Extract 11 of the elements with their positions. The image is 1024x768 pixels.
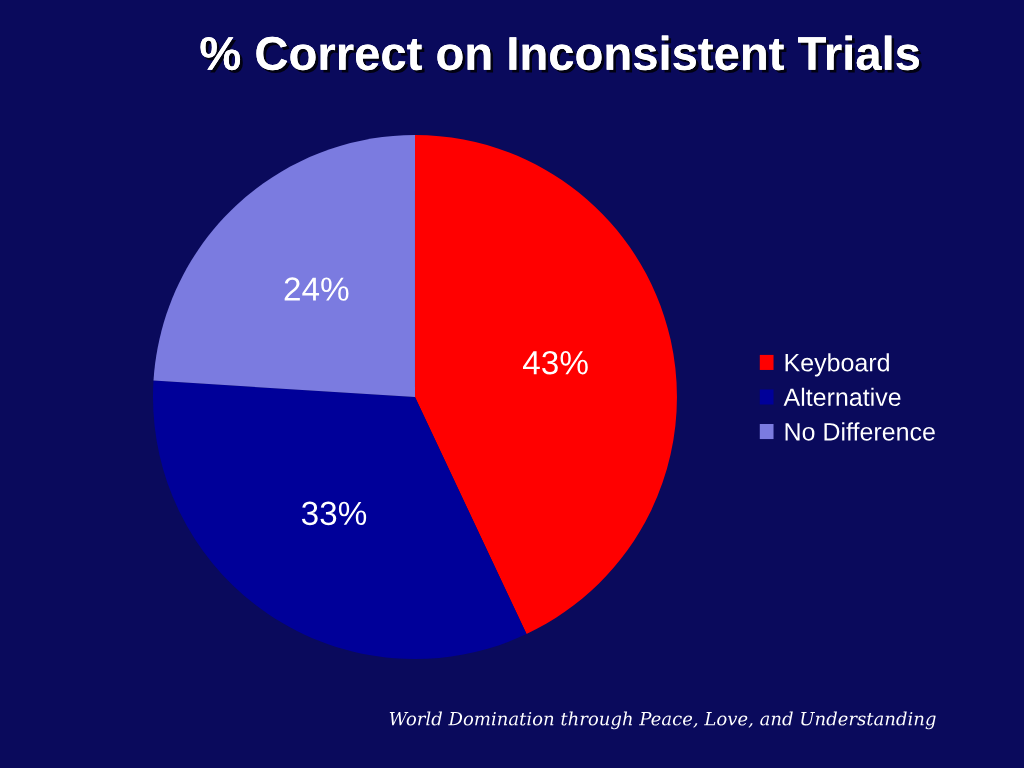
- pie-slice: [414, 135, 677, 635]
- pie-slice: [153, 135, 415, 398]
- legend-label: Alternative: [783, 387, 901, 407]
- data-label: 43%: [523, 350, 588, 375]
- data-label: 33%: [301, 501, 367, 526]
- text: World Domination through Peace, Love, and Understanding: [389, 711, 936, 730]
- legend-label: Keyboard: [785, 353, 889, 377]
- data-label: 24%: [284, 277, 349, 301]
- chart-title: % Correct on Inconsistent Trials: [200, 35, 922, 74]
- pie-slice: [153, 380, 527, 659]
- legend-label: No Difference: [785, 422, 935, 441]
